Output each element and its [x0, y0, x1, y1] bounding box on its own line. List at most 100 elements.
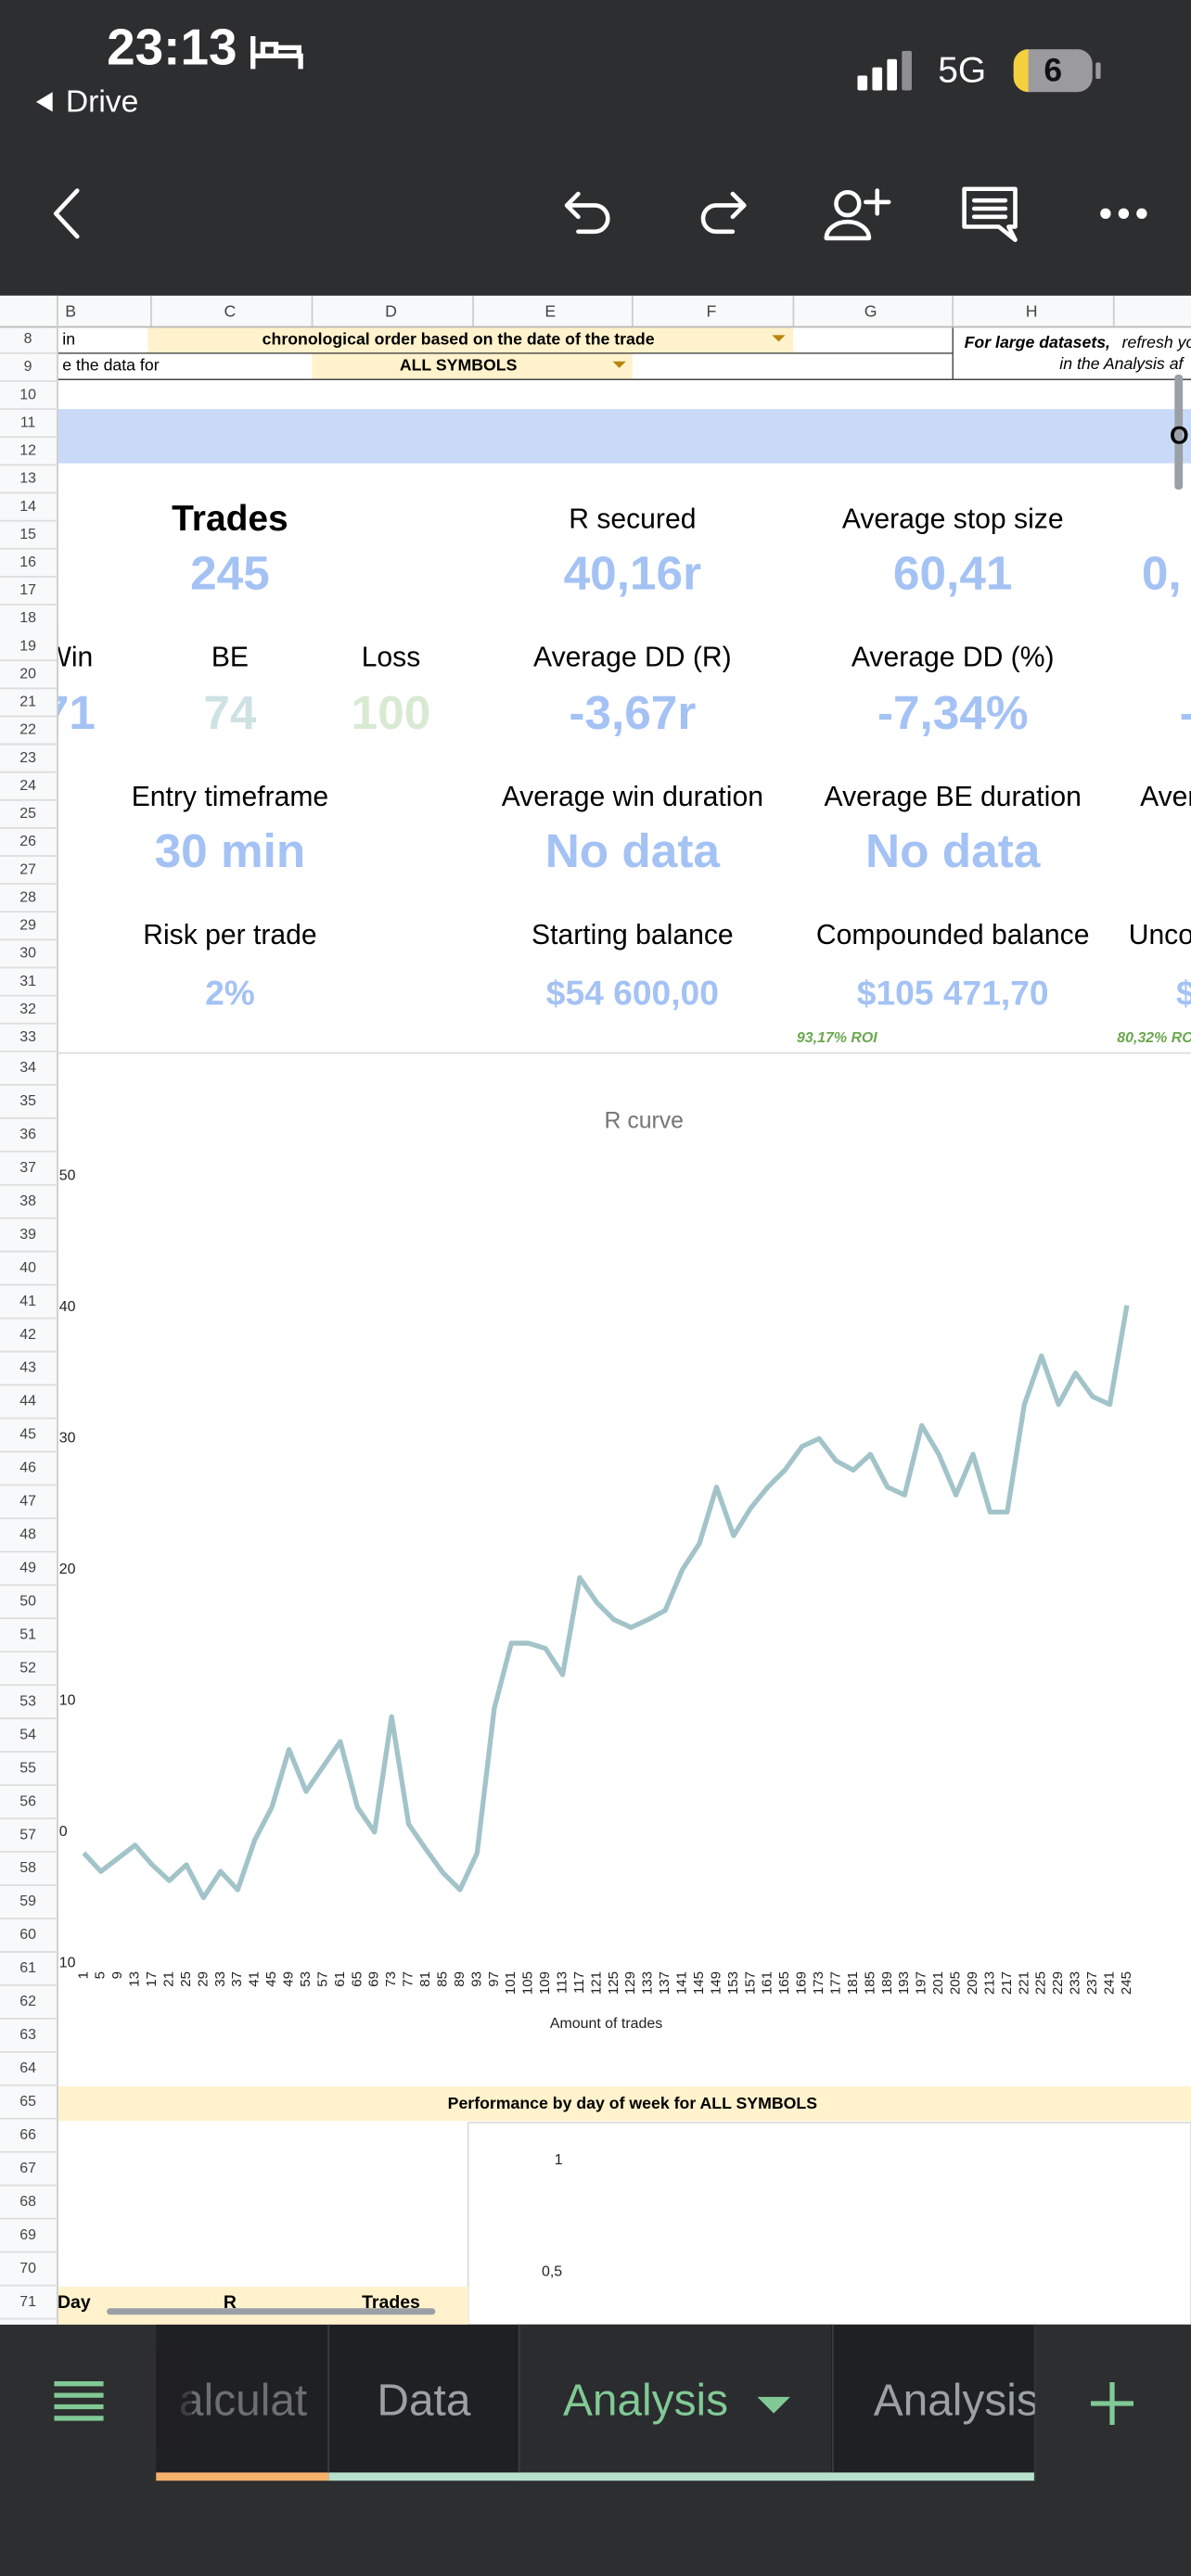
- comment-button[interactable]: [962, 186, 1018, 242]
- x-tick-label: 225: [1033, 1971, 1049, 1995]
- section-title: Performance by day of week for ALL SYMBO…: [448, 2094, 818, 2112]
- stat-value: 245: [190, 546, 270, 599]
- row-number: 64: [19, 2060, 36, 2076]
- symbol-cell[interactable]: [312, 352, 633, 380]
- row-number: 60: [19, 1927, 36, 1943]
- dot: [1100, 208, 1111, 219]
- row-number: 9: [24, 359, 32, 375]
- tab-color: [156, 2472, 329, 2481]
- stat-value: 0,: [1142, 546, 1182, 599]
- sheet-tab[interactable]: Analysis: [874, 2377, 1039, 2426]
- stat-value: $: [1176, 973, 1191, 1012]
- column-letter: B: [65, 301, 76, 320]
- undo-button[interactable]: [564, 191, 610, 235]
- back-to-app[interactable]: Drive: [66, 85, 139, 120]
- row-number: 56: [19, 1793, 36, 1809]
- sheet-list-button[interactable]: [54, 2381, 104, 2421]
- column-letter: H: [1026, 301, 1038, 320]
- row-number: 26: [19, 834, 36, 849]
- row-number: 10: [19, 387, 36, 402]
- x-tick-label: 165: [776, 1971, 792, 1995]
- stat-label: BE: [211, 642, 249, 672]
- x-axis-title: Amount of trades: [550, 2016, 662, 2032]
- row-number: 8: [24, 331, 32, 347]
- x-tick-label: 1: [75, 1971, 91, 1979]
- x-tick-label: 5: [93, 1971, 109, 1979]
- back-arrow[interactable]: [35, 92, 53, 112]
- stat-label: Risk per trade: [143, 920, 316, 950]
- share-icon-head: [834, 189, 862, 218]
- row-number: 31: [19, 974, 36, 989]
- row-number: 25: [19, 806, 36, 822]
- r-curve: [82, 1305, 1130, 1901]
- row-number: 55: [19, 1760, 36, 1776]
- tab-color: [328, 2472, 1035, 2481]
- row-number: 27: [19, 861, 36, 877]
- row-number: 35: [19, 1093, 36, 1109]
- add-sheet-button[interactable]: [1090, 2381, 1134, 2426]
- row-number: 14: [19, 499, 36, 515]
- row-number: 63: [19, 2027, 36, 2043]
- row-number: 18: [19, 610, 36, 626]
- sort-cell[interactable]: [147, 326, 794, 353]
- x-tick-label: 77: [401, 1971, 416, 1987]
- row-number: 59: [19, 1894, 36, 1909]
- column-letter: D: [385, 301, 397, 320]
- row-number: 61: [19, 1960, 36, 1976]
- share-button[interactable]: [824, 188, 891, 241]
- cell-text: O: [1170, 421, 1189, 449]
- share-icon-body: [824, 188, 891, 241]
- row-number: 12: [19, 443, 36, 459]
- stat-value: 30 min: [155, 824, 306, 877]
- x-tick-label: 149: [708, 1971, 724, 1995]
- column-header: [0, 295, 1191, 327]
- column-letter: C: [224, 301, 237, 320]
- axis-label: 0,5: [542, 2264, 562, 2279]
- sheet-tab[interactable]: alculat: [179, 2377, 307, 2426]
- time: 23:13: [107, 18, 237, 75]
- stat-value: $105 471,70: [857, 973, 1049, 1012]
- cell-text: e the data for: [62, 356, 159, 375]
- stat-value: No data: [865, 824, 1041, 877]
- x-tick-label: 189: [879, 1971, 895, 1995]
- tab-dividers: [327, 2324, 1036, 2481]
- x-tick-label: 29: [195, 1971, 211, 1987]
- x-tick-label: 145: [691, 1971, 707, 1995]
- x-tick-label: 93: [468, 1971, 484, 1987]
- sheet-tab[interactable]: Data: [377, 2377, 470, 2426]
- x-tick-label: 37: [229, 1971, 245, 1987]
- stat-value: 100: [352, 686, 431, 739]
- x-tick-label: 17: [144, 1971, 160, 1987]
- x-tick-label: 217: [999, 1971, 1015, 1995]
- signal: [857, 50, 912, 91]
- battery-level: [1013, 49, 1029, 93]
- row-number: 32: [19, 1001, 36, 1017]
- x-tick-label: 69: [366, 1971, 382, 1987]
- redo-button[interactable]: [700, 191, 747, 235]
- stat-value: No data: [545, 824, 721, 877]
- x-tick-label: 41: [247, 1971, 263, 1987]
- x-tick-label: 245: [1119, 1971, 1134, 1995]
- row-number: 44: [19, 1394, 36, 1409]
- stat-label: R secured: [569, 504, 696, 535]
- x-tick-label: 241: [1101, 1971, 1117, 1995]
- tab-menu-arrow[interactable]: [757, 2396, 790, 2414]
- x-tick-label: 49: [281, 1971, 297, 1987]
- sheet-tab[interactable]: Analysis: [563, 2377, 728, 2426]
- more-button[interactable]: [1100, 208, 1147, 219]
- row-number: 65: [19, 2094, 36, 2110]
- row-number: 24: [19, 778, 36, 794]
- x-tick-label: 25: [178, 1971, 194, 1987]
- x-tick-label: 129: [622, 1971, 638, 1995]
- row-number: 67: [19, 2161, 36, 2176]
- back-button[interactable]: [53, 188, 80, 239]
- x-tick-label: 201: [930, 1971, 946, 1995]
- stat-label: Starting balance: [531, 920, 734, 950]
- x-tick-label: 81: [417, 1971, 433, 1987]
- stat-value: -7,34%: [877, 686, 1029, 739]
- stat-label: Average BE duration: [825, 782, 1082, 812]
- x-tick-label: 157: [742, 1971, 758, 1995]
- x-tick-label: 237: [1084, 1971, 1100, 1995]
- stat-label: Loss: [362, 642, 421, 672]
